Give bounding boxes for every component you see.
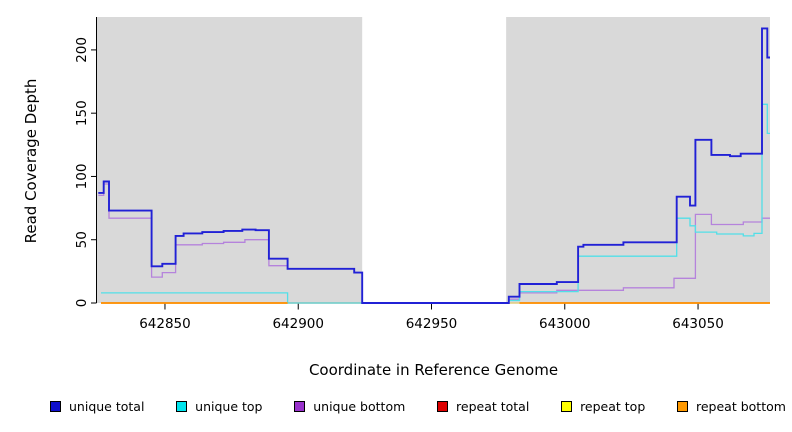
legend-item-unique-top: unique top (176, 399, 262, 414)
legend-swatch-icon (561, 401, 573, 412)
y-tick-label: 0 (74, 299, 90, 308)
legend-item-label: repeat bottom (696, 399, 786, 414)
legend-item-label: unique total (69, 399, 145, 414)
legend: unique total unique top unique bottom repea… (50, 399, 786, 414)
legend-swatch-icon (677, 401, 688, 412)
x-axis-label: Coordinate in Reference Genome (308, 361, 559, 379)
legend-swatch-icon (437, 401, 449, 412)
x-tick-label: 643000 (539, 316, 591, 332)
y-tick-label: 50 (74, 231, 90, 248)
legend-item-label: repeat top (580, 399, 646, 414)
series-line-unique-top (101, 103, 770, 304)
y-tick-label: 200 (74, 37, 90, 63)
x-tick-label: 642950 (406, 316, 458, 332)
legend-item-unique-bottom: unique bottom (294, 399, 405, 414)
legend-item-repeat-total: repeat total (437, 399, 529, 414)
legend-item-label: unique top (195, 399, 263, 414)
legend-item-unique-total: unique total (50, 399, 144, 414)
x-tick-label: 642850 (139, 316, 191, 332)
x-tick-label: 642900 (272, 316, 324, 332)
legend-swatch-icon (50, 401, 61, 412)
y-tick-label: 150 (74, 100, 90, 126)
y-tick-label: 100 (74, 164, 90, 190)
legend-item-label: unique bottom (313, 399, 406, 414)
legend-swatch-icon (176, 401, 188, 412)
y-axis-label: Read Coverage Depth (22, 78, 40, 244)
legend-item-label: repeat total (456, 399, 530, 414)
x-tick-label: 643050 (672, 316, 724, 332)
coverage-gap-band (362, 17, 507, 303)
legend-item-repeat-bottom: repeat bottom (677, 399, 786, 414)
legend-swatch-icon (294, 401, 306, 412)
series-line-unique-total (98, 27, 770, 304)
legend-item-repeat-top: repeat top (561, 399, 645, 414)
